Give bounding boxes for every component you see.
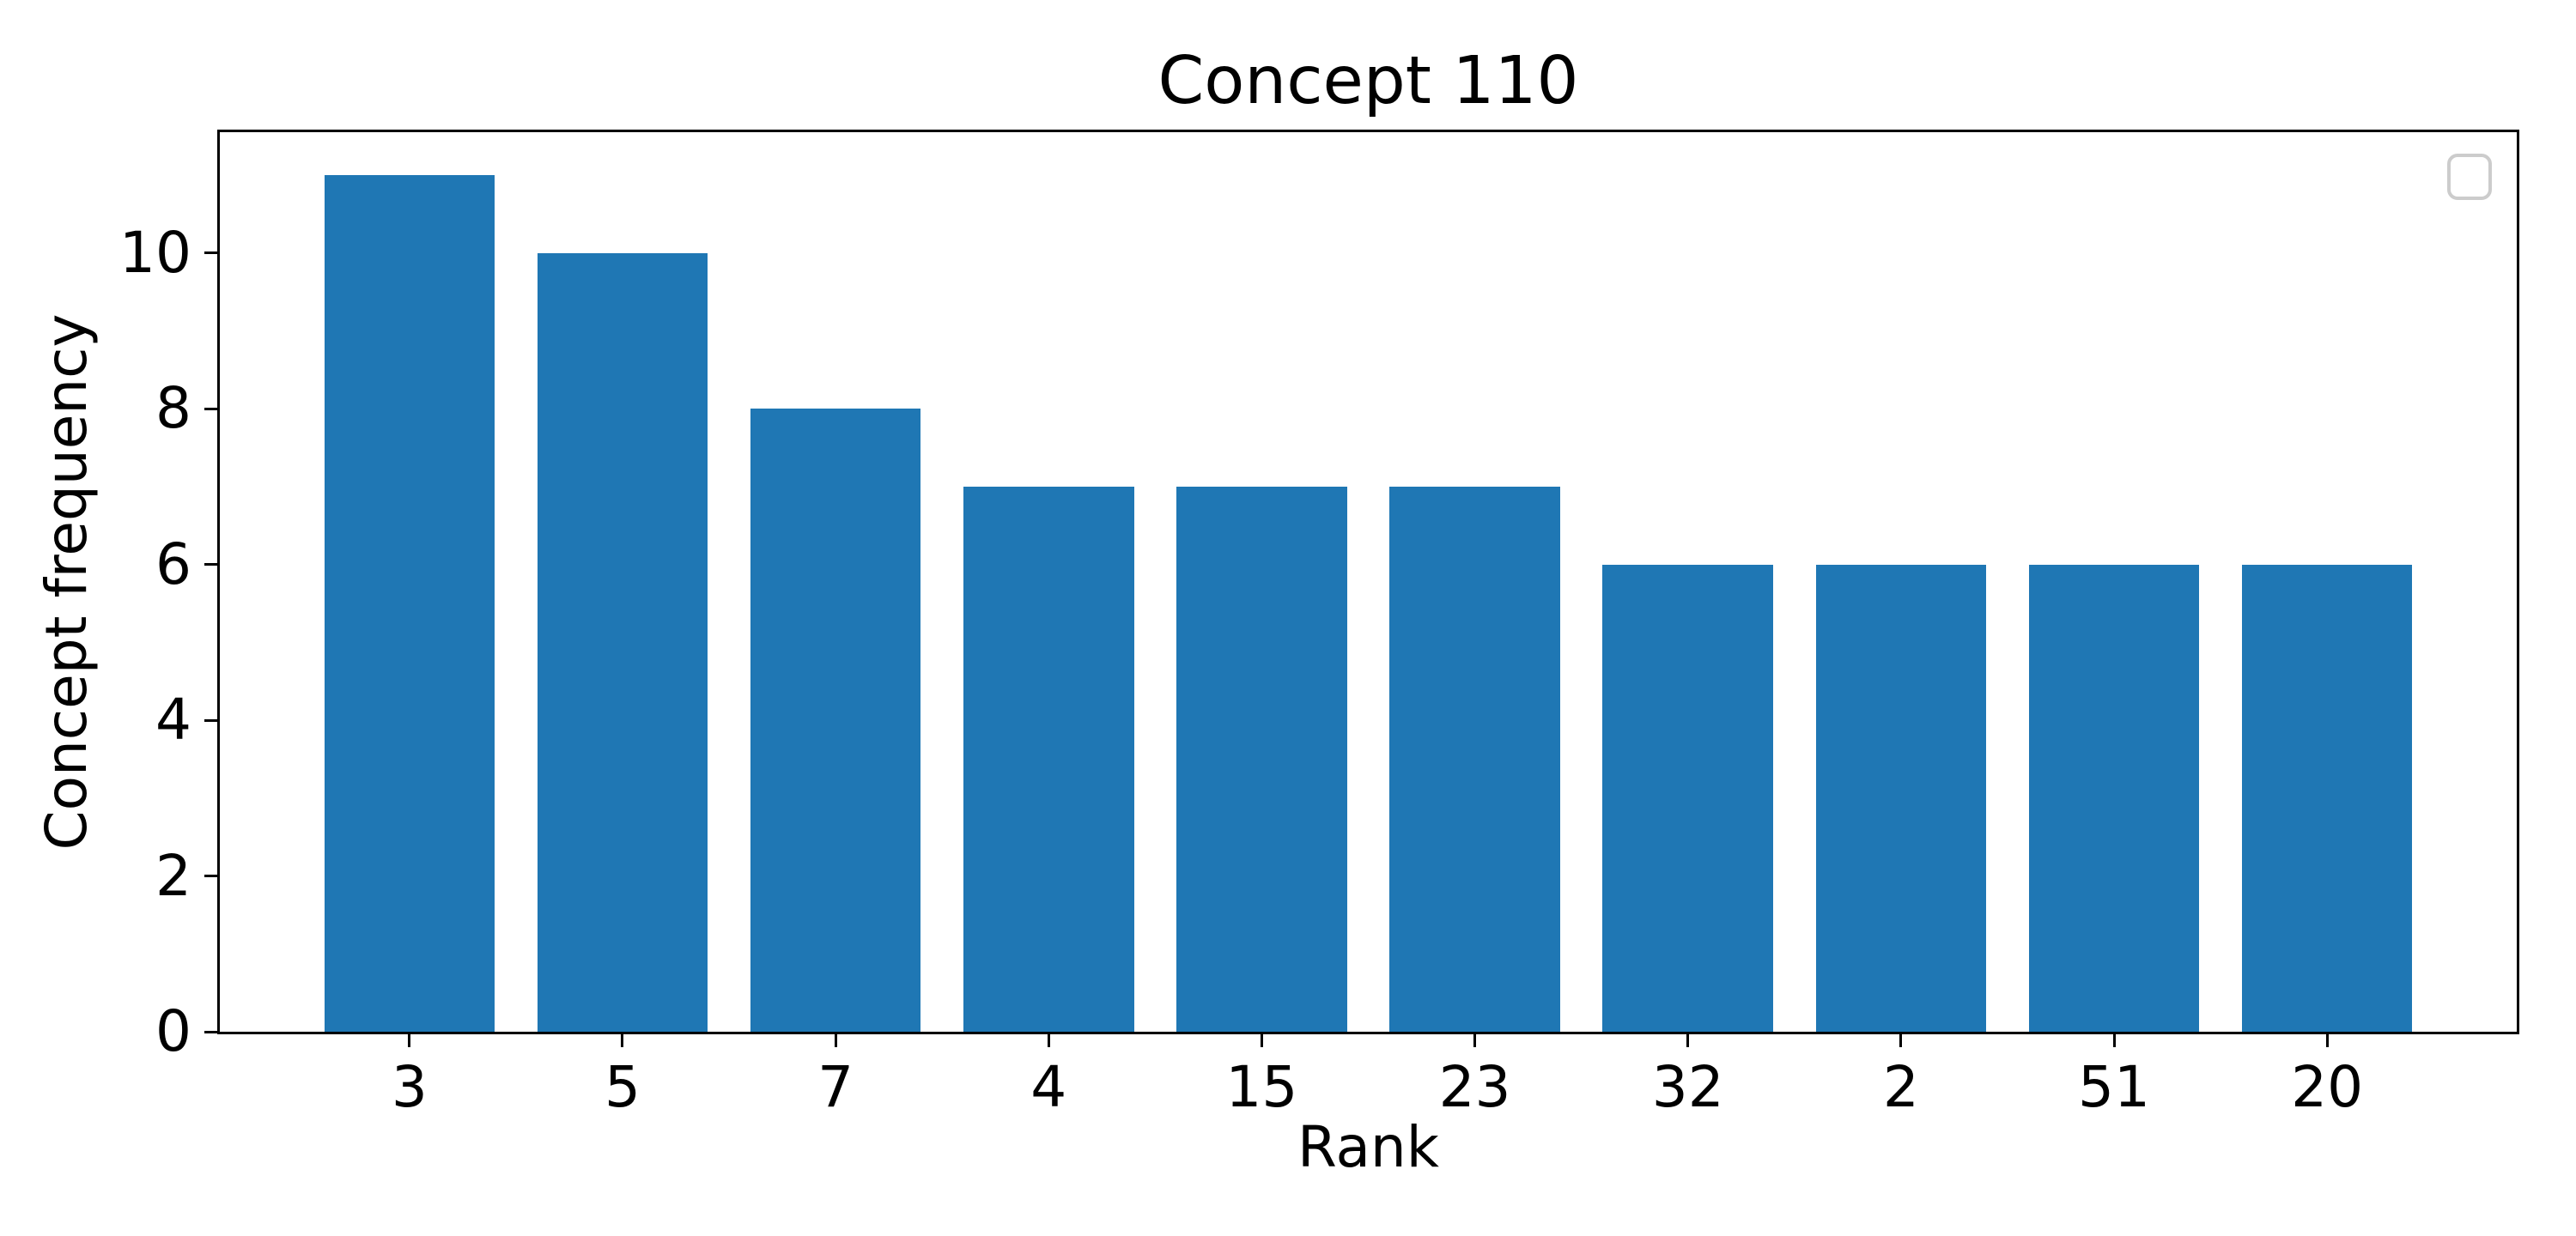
y-tick-label: 8 (155, 375, 191, 442)
y-tick-mark (204, 251, 217, 255)
bar (1602, 564, 1773, 1032)
y-tick-label: 6 (155, 530, 191, 597)
x-tick-mark (2112, 1034, 2116, 1047)
x-tick-mark (1473, 1034, 1477, 1047)
bar (1176, 486, 1347, 1032)
y-tick-mark (204, 563, 217, 566)
y-tick-label: 10 (119, 219, 191, 286)
plot-area (217, 130, 2519, 1034)
x-tick-label: 32 (1651, 1054, 1724, 1120)
x-tick-label: 5 (604, 1054, 641, 1120)
x-tick-label: 4 (1030, 1054, 1067, 1120)
bar (750, 409, 921, 1032)
bar (2028, 564, 2200, 1032)
bar (963, 486, 1134, 1032)
x-tick-label: 20 (2291, 1054, 2364, 1120)
x-tick-mark (1686, 1034, 1690, 1047)
legend-box (2447, 154, 2492, 200)
x-tick-mark (2325, 1034, 2329, 1047)
y-tick-label: 0 (155, 998, 191, 1064)
chart-title: Concept 110 (1157, 43, 1579, 119)
y-tick-mark (204, 1030, 217, 1033)
y-tick-mark (204, 875, 217, 878)
x-tick-mark (1899, 1034, 1903, 1047)
y-tick-label: 2 (155, 842, 191, 909)
x-tick-label: 3 (391, 1054, 428, 1120)
x-tick-mark (408, 1034, 411, 1047)
bar (2241, 564, 2413, 1032)
x-tick-label: 2 (1882, 1054, 1919, 1120)
x-axis-label: Rank (1297, 1114, 1439, 1180)
bar (537, 252, 708, 1032)
bar (324, 174, 495, 1032)
y-tick-mark (204, 718, 217, 722)
y-tick-mark (204, 407, 217, 410)
x-tick-mark (1047, 1034, 1050, 1047)
bar (1389, 486, 1560, 1032)
x-tick-label: 7 (817, 1054, 854, 1120)
x-tick-label: 23 (1438, 1054, 1511, 1120)
x-tick-label: 51 (2078, 1054, 2150, 1120)
bar (1815, 564, 1987, 1032)
y-axis-label: Concept frequency (33, 313, 100, 851)
x-tick-mark (834, 1034, 837, 1047)
x-tick-mark (621, 1034, 624, 1047)
x-tick-label: 15 (1225, 1054, 1298, 1120)
x-tick-mark (1260, 1034, 1263, 1047)
y-tick-label: 4 (155, 687, 191, 754)
